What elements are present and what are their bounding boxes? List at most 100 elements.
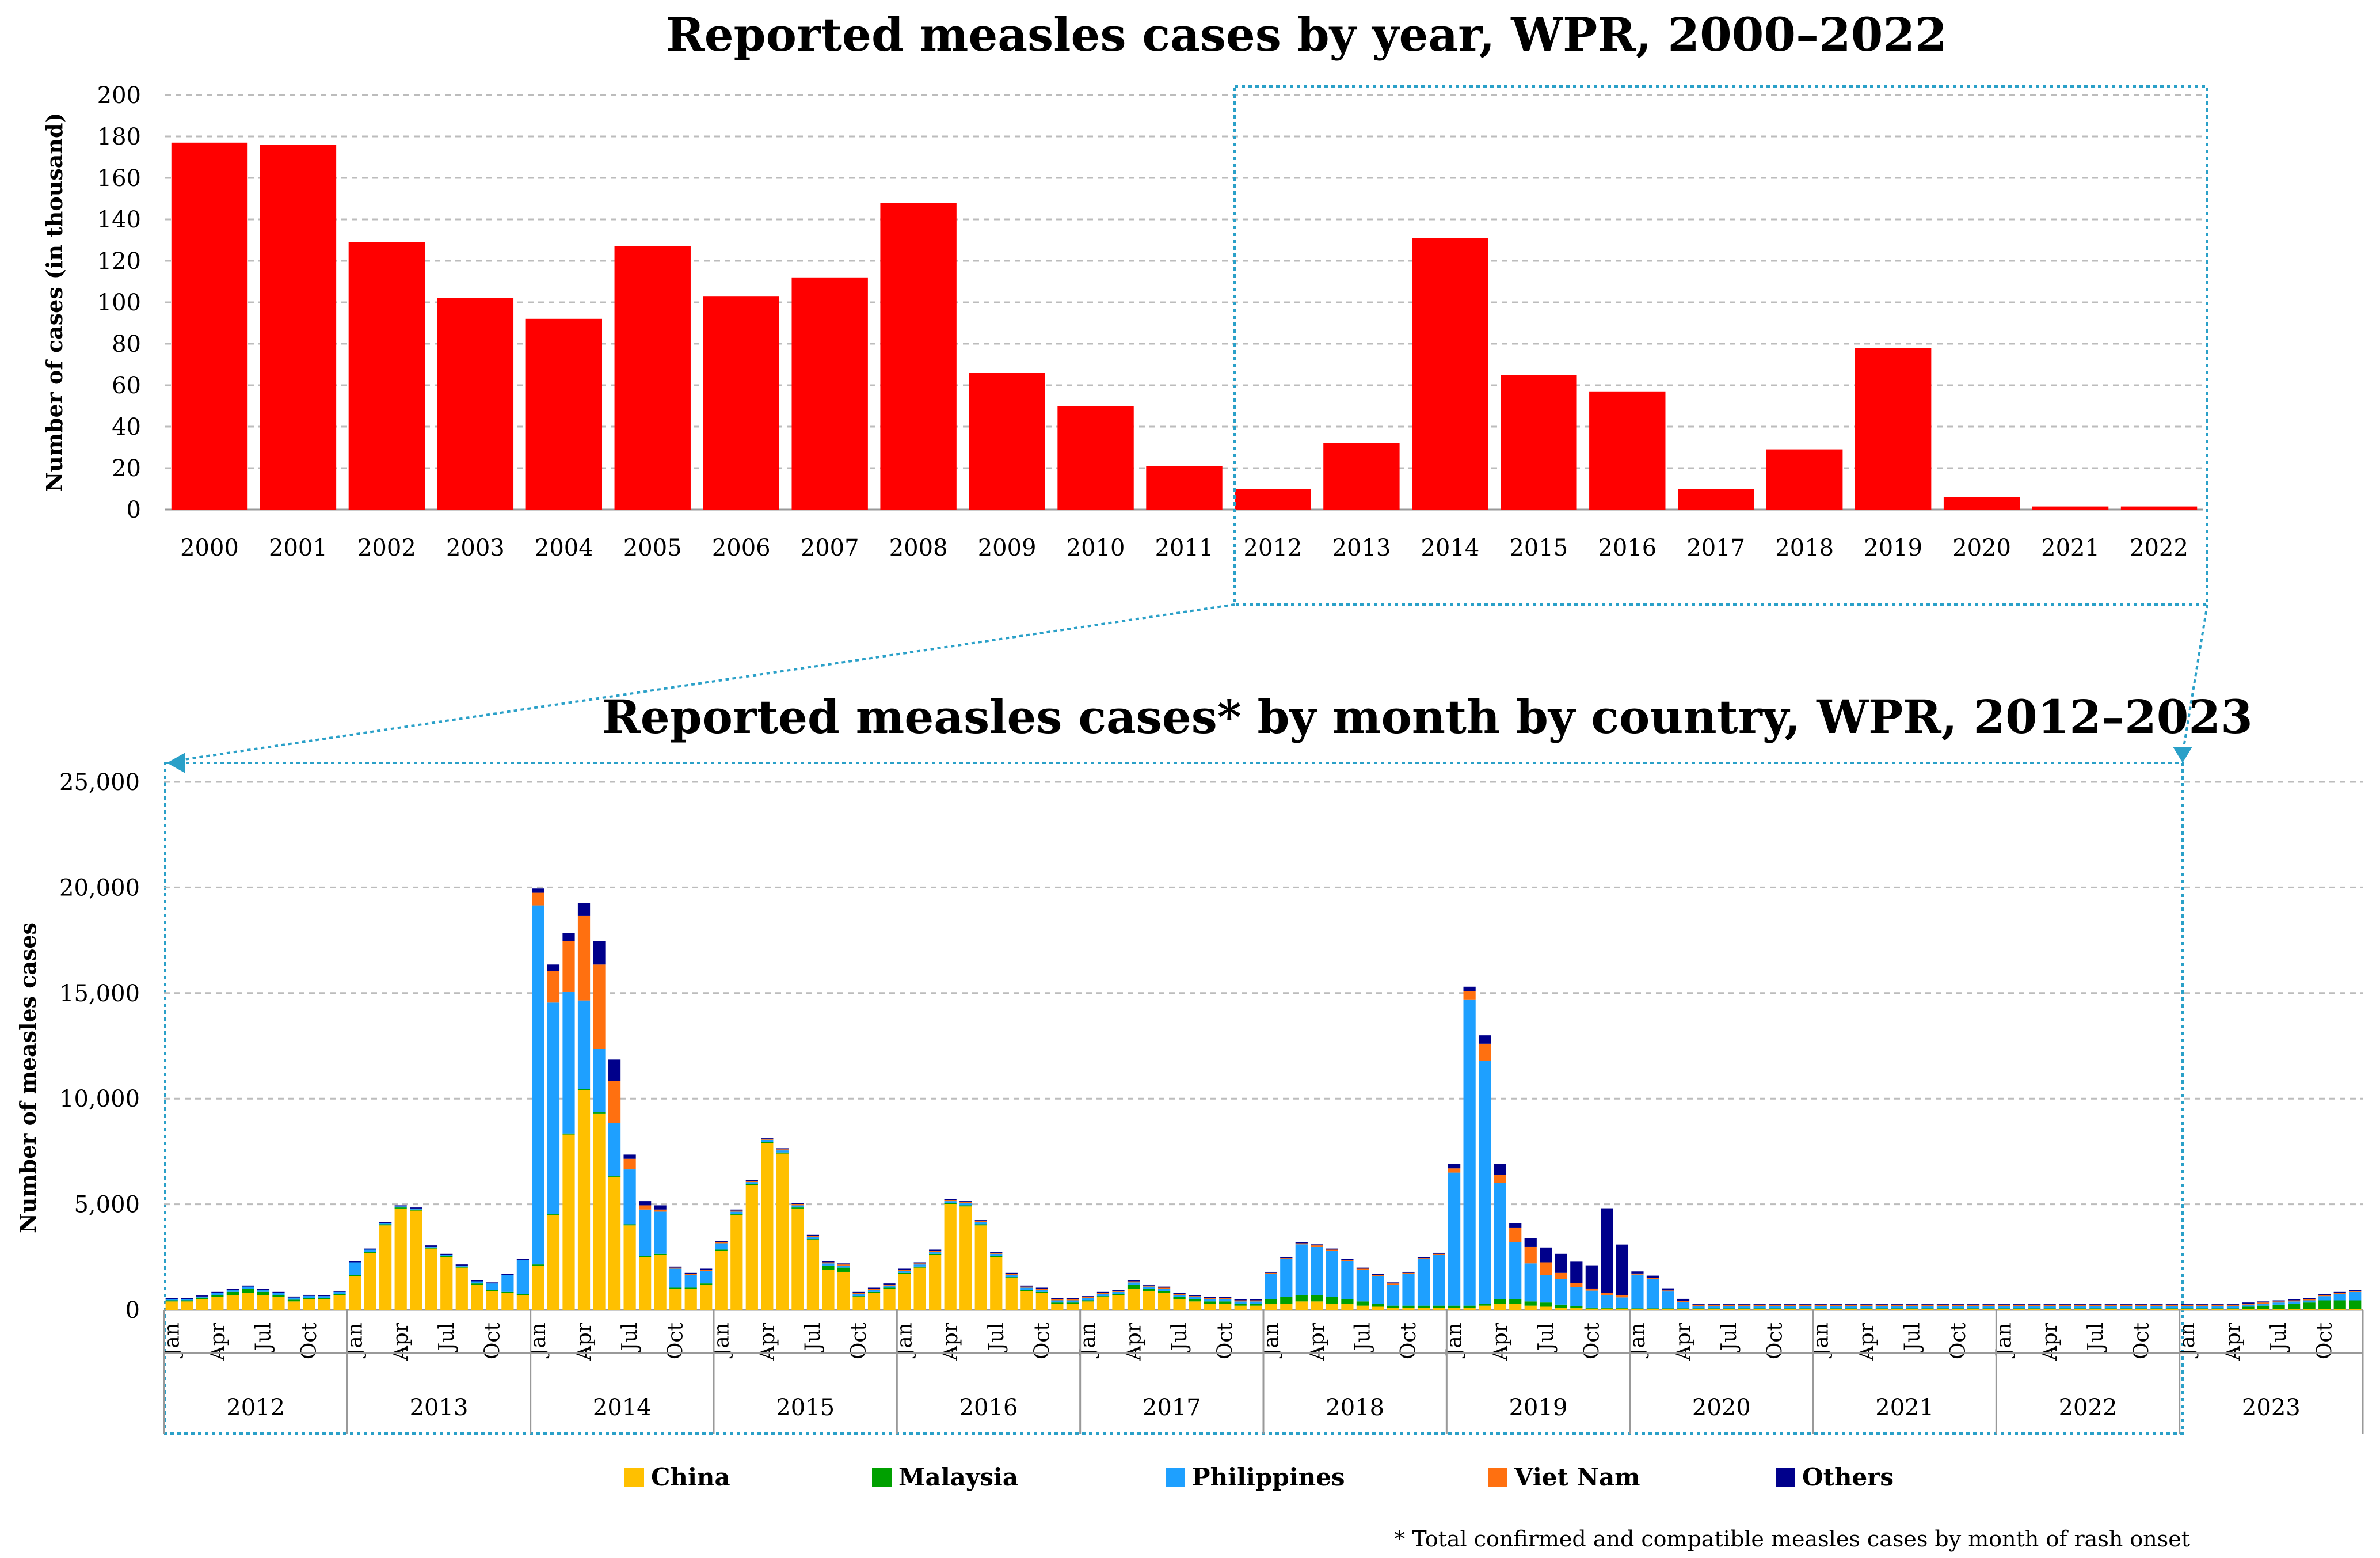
month-bar-viet-nam: [1662, 1290, 1674, 1292]
month-bar-viet-nam: [867, 1289, 881, 1290]
month-bar-china: [1066, 1303, 1079, 1310]
month-bar-philippines: [867, 1290, 881, 1292]
month-bar-china: [348, 1276, 361, 1310]
month-bar-philippines: [1723, 1306, 1735, 1309]
month-bar-others: [1280, 1257, 1293, 1259]
month-bar-malaysia: [684, 1287, 697, 1289]
month-bar-others: [669, 1266, 682, 1268]
month-bar-china: [883, 1289, 896, 1310]
month-bar-malaysia: [1035, 1291, 1048, 1293]
month-bar-philippines: [547, 1002, 560, 1214]
month-bar-china: [745, 1185, 758, 1310]
year-group-label: 2012: [226, 1394, 285, 1421]
month-bar-others: [1066, 1298, 1079, 1299]
month-bar-viet-nam: [1265, 1272, 1277, 1274]
month-bar-philippines: [1356, 1270, 1369, 1302]
month-bar-others: [700, 1268, 713, 1270]
year-tick-label: 2017: [1686, 535, 1745, 561]
month-bar-china: [1585, 1308, 1598, 1310]
month-bar-philippines: [1509, 1242, 1522, 1299]
month-bar-china: [1311, 1301, 1323, 1310]
month-bar-others: [1234, 1299, 1247, 1301]
year-tick-label: 2016: [1598, 535, 1657, 561]
month-bar-china: [974, 1225, 987, 1310]
month-bar-philippines: [486, 1283, 498, 1290]
month-bar-malaysia: [715, 1249, 728, 1251]
year-group-label: 2018: [1326, 1394, 1384, 1421]
month-bar-others: [196, 1295, 208, 1297]
month-bar-philippines: [2196, 1306, 2209, 1309]
month-bar-china: [2196, 1309, 2209, 1310]
month-bar-philippines: [1677, 1302, 1690, 1309]
month-bar-philippines: [2165, 1306, 2179, 1309]
top-y-tick-label: 160: [97, 165, 141, 192]
month-bar-others: [1173, 1293, 1186, 1294]
month-tick-label: Jul: [618, 1323, 642, 1353]
month-bar-others: [440, 1253, 453, 1255]
month-bar-malaysia: [1311, 1295, 1323, 1302]
month-bar-malaysia: [1952, 1308, 1964, 1309]
month-tick-label: Apr: [1672, 1322, 1696, 1361]
month-bar-malaysia: [1112, 1294, 1125, 1295]
month-bar-philippines: [2303, 1300, 2316, 1303]
month-bar-malaysia: [1616, 1308, 1629, 1309]
month-bar-malaysia: [867, 1291, 881, 1293]
month-bar-malaysia: [1433, 1305, 1445, 1308]
month-bar-philippines: [2013, 1306, 2025, 1309]
month-bar-malaysia: [1540, 1302, 1552, 1307]
month-bar-others: [1982, 1304, 1995, 1305]
month-bar-philippines: [2288, 1301, 2301, 1304]
year-bar-2008: [880, 203, 957, 510]
month-bar-china: [1402, 1308, 1415, 1310]
month-bar-china: [196, 1299, 208, 1310]
month-bar-philippines: [440, 1255, 453, 1256]
month-bar-viet-nam: [2242, 1303, 2255, 1305]
month-bar-others: [1875, 1304, 1888, 1305]
month-bar-malaysia: [2226, 1308, 2240, 1309]
month-bar-philippines: [1265, 1274, 1277, 1299]
month-bar-viet-nam: [1769, 1305, 1781, 1306]
month-bar-viet-nam: [1143, 1285, 1155, 1287]
month-bar-others: [2333, 1291, 2346, 1293]
year-bar-2005: [614, 246, 691, 510]
month-bar-china: [1860, 1309, 1873, 1310]
month-bar-malaysia: [1005, 1277, 1018, 1278]
month-bar-others: [913, 1262, 926, 1264]
month-bar-philippines: [715, 1243, 728, 1250]
month-bar-malaysia: [1402, 1305, 1415, 1308]
month-bar-malaysia: [1372, 1303, 1384, 1307]
month-bar-malaysia: [883, 1287, 896, 1289]
month-bar-philippines: [1020, 1287, 1033, 1290]
month-bar-china: [1234, 1305, 1247, 1310]
month-bar-china: [822, 1270, 835, 1310]
month-bar-others: [2104, 1304, 2117, 1305]
month-tick-label: Jul: [435, 1323, 459, 1353]
month-bar-philippines: [898, 1271, 911, 1273]
month-bar-others: [1723, 1304, 1735, 1305]
month-bar-malaysia: [2074, 1308, 2086, 1309]
month-bar-china: [654, 1255, 667, 1310]
month-bar-philippines: [1845, 1306, 1857, 1309]
month-bar-philippines: [944, 1201, 957, 1203]
month-bar-malaysia: [1723, 1308, 1735, 1309]
month-bar-china: [1967, 1309, 1980, 1310]
month-bar-viet-nam: [2150, 1305, 2163, 1306]
month-bar-philippines: [1646, 1279, 1659, 1309]
month-tick-label: Jul: [252, 1323, 275, 1353]
month-bar-others: [226, 1289, 239, 1290]
month-bar-china: [837, 1271, 850, 1310]
month-bar-others: [303, 1294, 315, 1296]
month-bar-malaysia: [1707, 1308, 1720, 1309]
month-bar-malaysia: [745, 1184, 758, 1185]
month-bar-china: [181, 1301, 193, 1310]
month-bar-philippines: [2104, 1306, 2117, 1309]
month-bar-viet-nam: [1250, 1300, 1262, 1302]
month-bar-others: [181, 1298, 193, 1299]
year-bar-2010: [1057, 406, 1134, 510]
month-tick-label: Jul: [801, 1323, 825, 1353]
month-bar-viet-nam: [1585, 1288, 1598, 1291]
month-bar-others: [1020, 1285, 1033, 1287]
month-bar-viet-nam: [822, 1262, 835, 1264]
month-bar-viet-nam: [1433, 1253, 1445, 1255]
month-bar-others: [806, 1234, 820, 1236]
